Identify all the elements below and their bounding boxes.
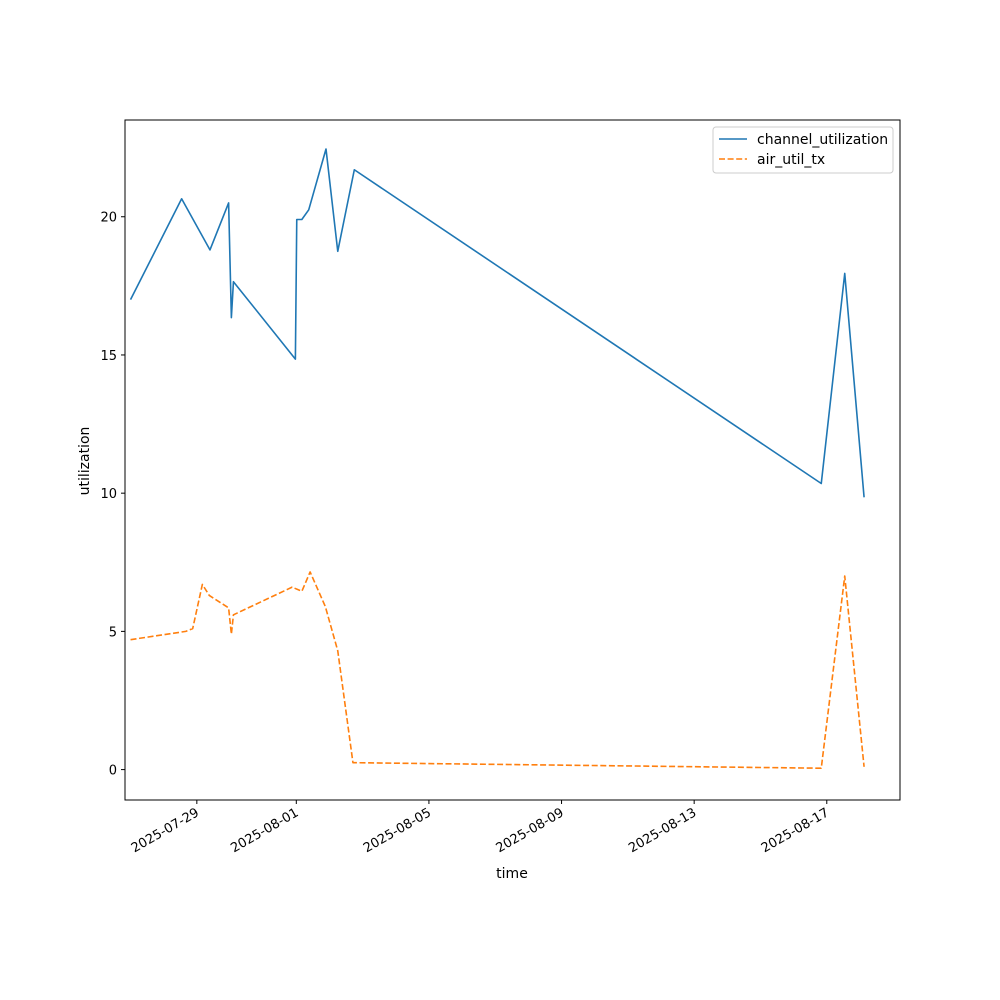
y-tick-label: 0 <box>109 764 117 779</box>
plot-frame <box>124 119 901 801</box>
y-tick-label: 15 <box>100 349 117 364</box>
legend-box <box>712 126 894 174</box>
legend-label-channel-utilization: channel_utilization <box>757 132 888 148</box>
series-layer <box>129 148 865 770</box>
y-tick-label: 10 <box>100 487 117 502</box>
y-tick-label: 5 <box>109 625 117 640</box>
series-line-air-util-tx <box>130 571 865 770</box>
legend-label-air-util-tx: air_util_tx <box>757 152 825 168</box>
x-axis-label: time <box>496 866 528 882</box>
y-axis-label: utilization <box>77 427 93 496</box>
series-line-channel-utilization <box>129 148 865 498</box>
y-tick-label: 20 <box>100 211 117 226</box>
y-axis: 0 5 10 15 20 <box>100 211 125 779</box>
legend: channel_utilization air_util_tx <box>712 126 894 174</box>
